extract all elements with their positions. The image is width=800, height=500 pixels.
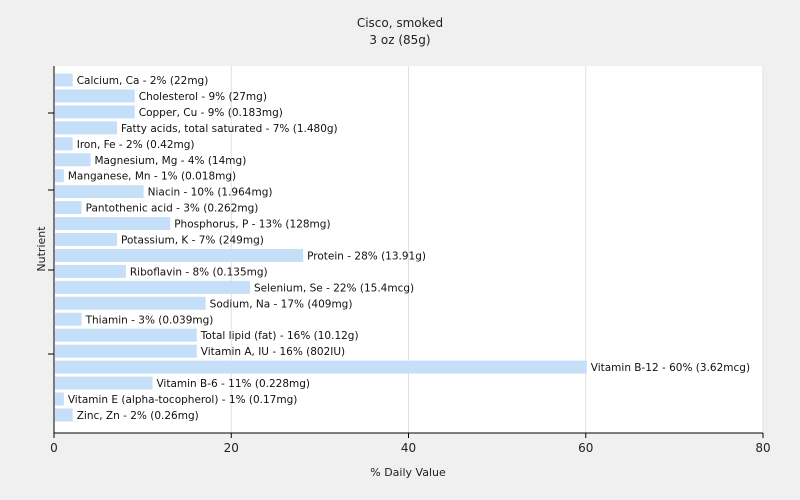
bar-label: Magnesium, Mg - 4% (14mg) xyxy=(94,155,246,167)
bar xyxy=(55,328,197,342)
bar xyxy=(55,376,153,390)
bar-labels: Calcium, Ca - 2% (22mg) Cholesterol - 9% … xyxy=(68,75,750,422)
bar xyxy=(55,105,135,119)
bars xyxy=(55,73,587,422)
bar xyxy=(55,360,587,374)
bar xyxy=(55,248,304,262)
bar-label: Copper, Cu - 9% (0.183mg) xyxy=(139,107,283,119)
chart-title: Cisco, smoked xyxy=(357,16,443,30)
bar-label: Fatty acids, total saturated - 7% (1.480… xyxy=(121,123,338,135)
bar-label: Sodium, Na - 17% (409mg) xyxy=(210,298,353,310)
bar-label: Total lipid (fat) - 16% (10.12g) xyxy=(200,330,359,342)
chart-subtitle: 3 oz (85g) xyxy=(369,33,430,47)
bar-label: Vitamin E (alpha-tocopherol) - 1% (0.17m… xyxy=(68,394,297,406)
x-tick-label: 0 xyxy=(50,441,58,455)
bar xyxy=(55,233,118,246)
bar-label: Vitamin A, IU - 16% (802IU) xyxy=(201,346,345,358)
bar xyxy=(55,121,118,135)
y-axis-title: Nutrient xyxy=(35,226,48,272)
bar-label: Vitamin B-12 - 60% (3.62mcg) xyxy=(591,362,750,374)
bar-label: Pantothenic acid - 3% (0.262mg) xyxy=(86,203,259,215)
x-axis-title: % Daily Value xyxy=(370,466,446,479)
bar-label: Zinc, Zn - 2% (0.26mg) xyxy=(77,410,199,422)
bar xyxy=(55,312,82,326)
bar-label: Cholesterol - 9% (27mg) xyxy=(139,91,267,103)
bar-label: Phosphorus, P - 13% (128mg) xyxy=(174,219,330,231)
bar xyxy=(55,392,64,406)
bar xyxy=(55,280,250,294)
bar-label: Iron, Fe - 2% (0.42mg) xyxy=(77,139,195,151)
bar-label: Niacin - 10% (1.964mg) xyxy=(148,187,273,199)
bar xyxy=(55,89,135,103)
bar xyxy=(55,73,73,87)
bar xyxy=(55,201,82,215)
x-tick-label: 60 xyxy=(578,441,593,455)
x-tick-labels: 0 20 40 60 80 xyxy=(50,433,771,455)
bar-label: Calcium, Ca - 2% (22mg) xyxy=(77,75,209,87)
bar xyxy=(55,296,206,310)
bar xyxy=(55,264,126,278)
bar xyxy=(55,408,73,422)
bar-label: Potassium, K - 7% (249mg) xyxy=(121,235,264,247)
bar xyxy=(55,137,73,151)
x-tick-label: 20 xyxy=(224,441,239,455)
bar-label: Selenium, Se - 22% (15.4mcg) xyxy=(254,282,414,294)
bar-label: Vitamin B-6 - 11% (0.228mg) xyxy=(156,378,310,390)
bar xyxy=(55,153,91,167)
bar-label: Riboflavin - 8% (0.135mg) xyxy=(130,266,268,278)
bar xyxy=(55,169,64,183)
bar-label: Thiamin - 3% (0.039mg) xyxy=(85,314,214,326)
bar xyxy=(55,344,197,358)
x-tick-label: 80 xyxy=(755,441,770,455)
bar xyxy=(55,217,171,231)
bar-label: Manganese, Mn - 1% (0.018mg) xyxy=(68,171,236,183)
x-tick-label: 40 xyxy=(401,441,416,455)
bar xyxy=(55,185,144,199)
bar-label: Protein - 28% (13.91g) xyxy=(307,250,426,262)
